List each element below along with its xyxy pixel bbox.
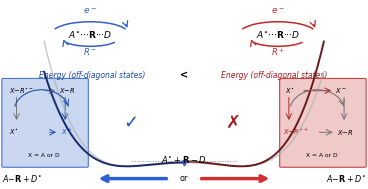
Text: $A^{\bullet}+\mathbf{R}-D$: $A^{\bullet}+\mathbf{R}-D$ bbox=[161, 154, 207, 165]
Text: $A{-}\mathbf{R}+D^{\bullet}$: $A{-}\mathbf{R}+D^{\bullet}$ bbox=[326, 173, 366, 184]
FancyBboxPatch shape bbox=[280, 78, 366, 167]
Text: $R^-$: $R^-$ bbox=[83, 46, 97, 57]
Text: $X{-}R^{++}$: $X{-}R^{++}$ bbox=[283, 127, 309, 137]
Text: ✓: ✓ bbox=[123, 114, 138, 132]
Text: $A{-}\mathbf{R}+D^{\bullet}$: $A{-}\mathbf{R}+D^{\bullet}$ bbox=[2, 173, 42, 184]
Text: <: < bbox=[180, 71, 188, 81]
Text: $R^+$: $R^+$ bbox=[271, 46, 285, 58]
Text: $X^+$: $X^+$ bbox=[61, 127, 72, 137]
Text: $e^-$: $e^-$ bbox=[271, 6, 285, 16]
Text: $X{-}R$: $X{-}R$ bbox=[59, 86, 75, 95]
Text: Energy (off-diagonal states): Energy (off-diagonal states) bbox=[39, 71, 145, 80]
Text: $A^{\bullet}{\cdot}{\cdot}{\cdot}\mathbf{R}{\cdot}{\cdot}{\cdot}D$: $A^{\bullet}{\cdot}{\cdot}{\cdot}\mathbf… bbox=[256, 29, 300, 40]
Text: or: or bbox=[180, 174, 188, 183]
Text: $A^{\bullet}{\cdot}{\cdot}{\cdot}\mathbf{R}{\cdot}{\cdot}{\cdot}D$: $A^{\bullet}{\cdot}{\cdot}{\cdot}\mathbf… bbox=[68, 29, 112, 40]
Text: $e^-$: $e^-$ bbox=[83, 6, 97, 16]
Text: $X^{\bullet}$: $X^{\bullet}$ bbox=[9, 128, 19, 137]
FancyBboxPatch shape bbox=[2, 78, 88, 167]
Text: ✗: ✗ bbox=[226, 114, 241, 132]
Text: $X^-$: $X^-$ bbox=[335, 86, 346, 95]
Text: Energy (off-diagonal states): Energy (off-diagonal states) bbox=[221, 71, 328, 80]
Text: $X^{\bullet}$: $X^{\bullet}$ bbox=[285, 86, 295, 95]
Text: $X{-}R^{\bullet-}$: $X{-}R^{\bullet-}$ bbox=[9, 86, 34, 95]
Text: $X{-}R$: $X{-}R$ bbox=[337, 128, 353, 137]
Text: X = A or D: X = A or D bbox=[306, 153, 338, 158]
Text: X = A or D: X = A or D bbox=[28, 153, 60, 158]
